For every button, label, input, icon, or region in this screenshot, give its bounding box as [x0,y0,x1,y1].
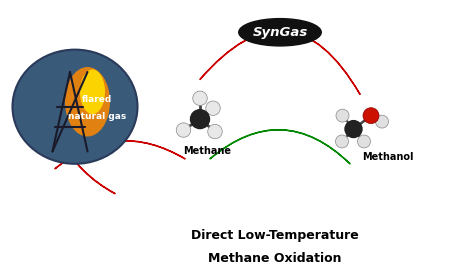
Text: Direct Low-Temperature: Direct Low-Temperature [191,229,359,242]
Ellipse shape [65,67,110,136]
Circle shape [193,91,207,105]
Circle shape [336,135,348,148]
Text: natural gas: natural gas [68,112,126,121]
Circle shape [363,108,379,124]
Circle shape [336,109,349,122]
Circle shape [345,121,362,138]
Text: Methanol: Methanol [362,152,413,162]
Text: Methane: Methane [184,146,231,156]
FancyArrowPatch shape [60,139,115,194]
Circle shape [190,110,210,129]
Circle shape [176,123,191,137]
Ellipse shape [80,70,105,114]
Ellipse shape [13,50,138,164]
Text: SynGas: SynGas [252,26,308,39]
Text: Methane Oxidation: Methane Oxidation [208,252,342,265]
FancyArrowPatch shape [210,130,350,164]
FancyArrowPatch shape [55,141,185,169]
Text: flared: flared [82,95,112,104]
Ellipse shape [239,19,321,46]
Circle shape [206,101,220,115]
Circle shape [357,135,370,148]
Circle shape [208,124,222,139]
Circle shape [375,115,388,128]
FancyArrowPatch shape [200,31,360,94]
